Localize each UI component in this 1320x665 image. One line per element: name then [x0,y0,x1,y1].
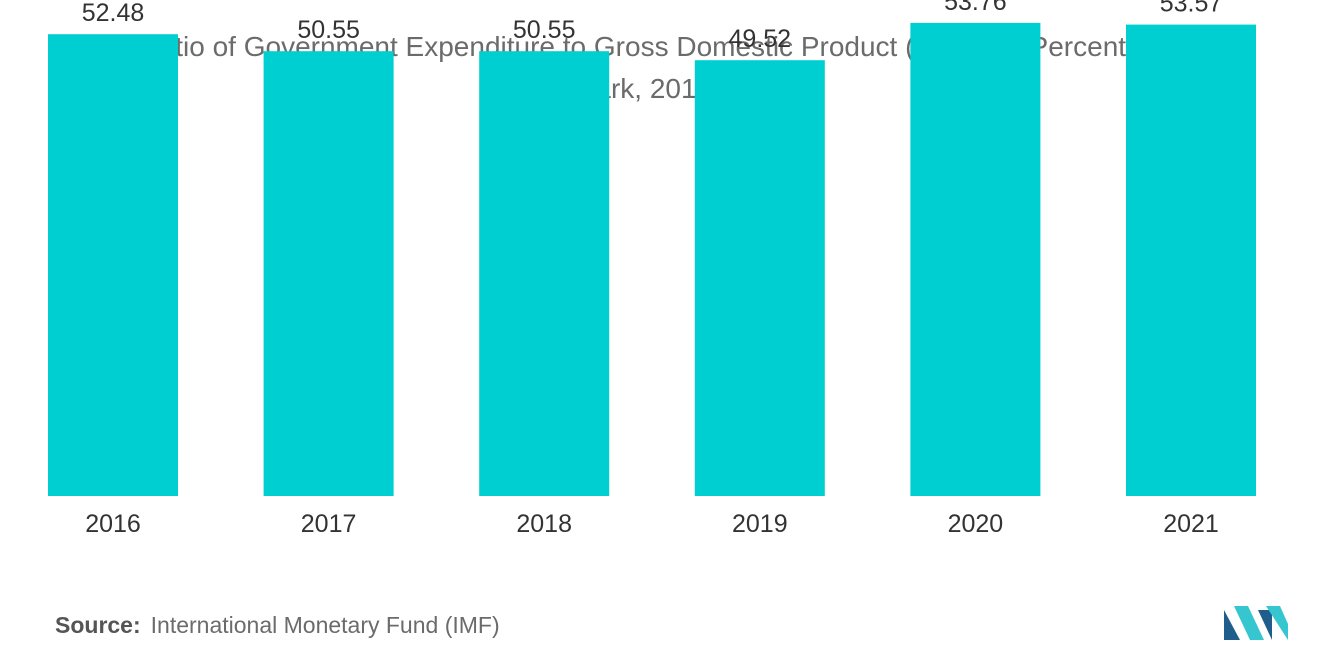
bar-value-label-2020: 53.76 [944,0,1007,16]
x-tick-label-2021: 2021 [1163,510,1219,538]
x-tick-label-2018: 2018 [516,510,572,538]
source-text: International Monetary Fund (IMF) [150,612,500,638]
bar-value-label-2019: 49.52 [729,25,792,53]
bar-2021 [1126,24,1256,496]
x-tick-label-2019: 2019 [732,510,788,538]
bar-2017 [263,51,394,496]
bar-value-label-2021: 53.57 [1160,0,1223,18]
bar-2020 [910,22,1041,497]
x-tick-label-2017: 2017 [301,510,357,538]
source-note: Source: International Monetary Fund (IMF) [55,612,500,639]
source-prefix: Source: [55,612,141,638]
mordor-intelligence-logo-icon [1224,606,1288,640]
x-tick-label-2020: 2020 [948,510,1004,538]
bar-value-label-2016: 52.48 [82,0,145,27]
bar-2019 [694,60,825,496]
bar-2016 [48,34,178,496]
x-tick-label-2016: 2016 [85,510,141,538]
bar-value-label-2017: 50.55 [297,16,360,44]
bar-value-label-2018: 50.55 [513,16,576,44]
bar-2018 [479,51,610,496]
